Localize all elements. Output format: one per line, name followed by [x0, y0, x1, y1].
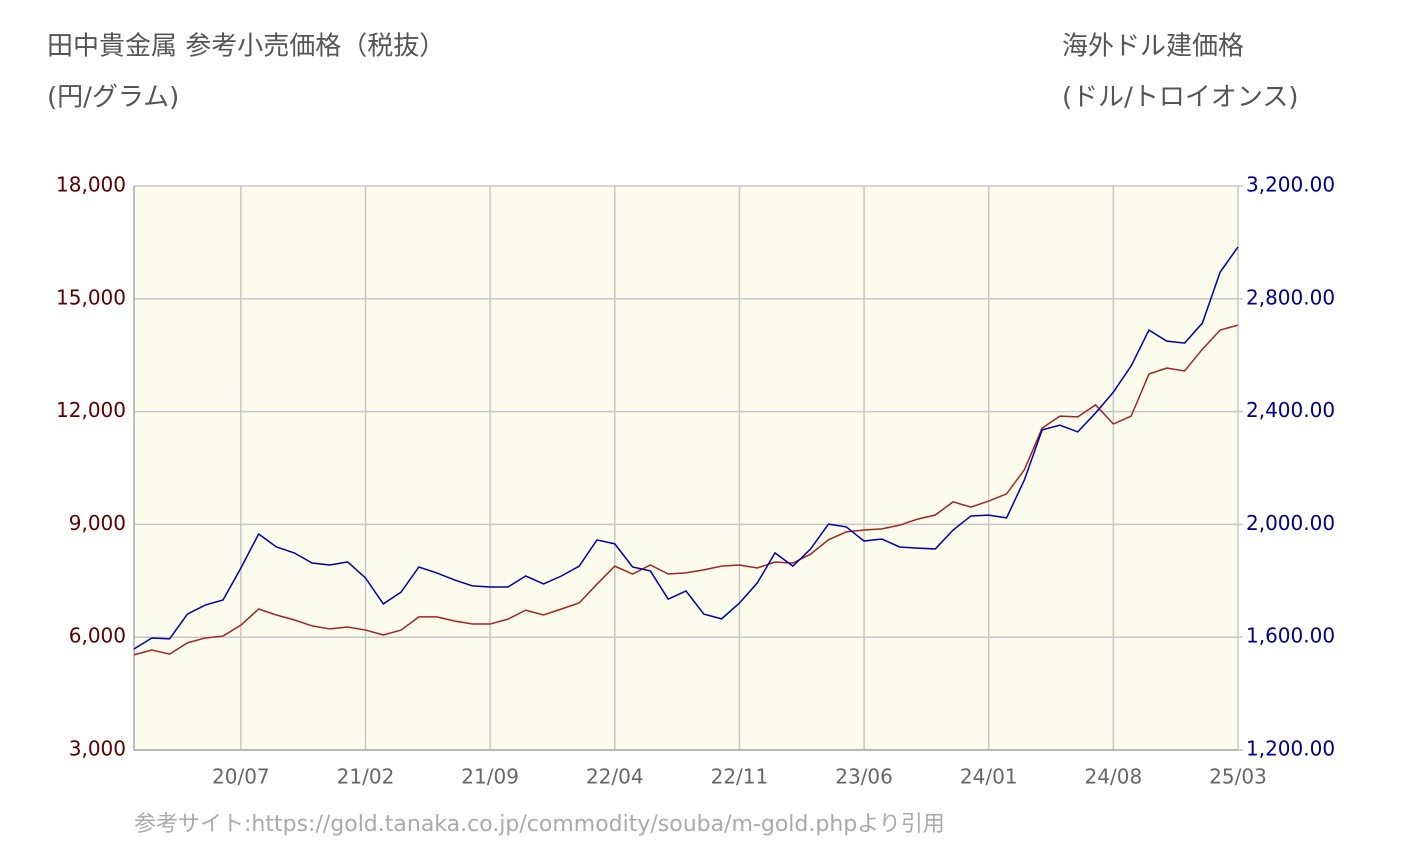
- y2-tick-label: 2,000.00: [1246, 511, 1335, 535]
- y2-tick-label: 1,600.00: [1246, 624, 1335, 648]
- data-line: [133, 246, 1239, 650]
- y2-tick-label: 2,800.00: [1246, 285, 1335, 309]
- y-tick-label: 18,000: [56, 173, 126, 197]
- x-tick-label: 22/11: [711, 765, 769, 789]
- chart-title: 田中貴金属 参考小売価格（税抜）: [47, 32, 445, 62]
- y-tick-label: 3,000: [69, 737, 126, 761]
- y2-axis-title: 海外ドル建価格: [1062, 32, 1244, 62]
- x-tick-label: 22/04: [586, 765, 644, 789]
- x-tick-label: 21/09: [461, 765, 519, 789]
- y2-tick-label: 1,200.00: [1246, 737, 1335, 761]
- y-axis-label: (円/グラム): [47, 83, 179, 113]
- plot-area: [134, 186, 1238, 750]
- x-tick-label: 21/02: [337, 765, 395, 789]
- y2-tick-label: 2,400.00: [1246, 398, 1335, 422]
- y2-tick-label: 3,200.00: [1246, 173, 1335, 197]
- y-tick-label: 12,000: [56, 398, 126, 422]
- x-tick-label: 24/01: [960, 765, 1018, 789]
- y-tick-label: 6,000: [69, 624, 126, 648]
- x-tick-label: 23/06: [835, 765, 893, 789]
- y-tick-label: 15,000: [56, 285, 126, 309]
- x-tick-label: 25/03: [1209, 765, 1267, 789]
- source-note: 参考サイト:https://gold.tanaka.co.jp/commodit…: [134, 812, 945, 837]
- y2-axis-label: (ドル/トロイオンス): [1062, 83, 1299, 113]
- x-tick-label: 20/07: [212, 765, 270, 789]
- x-tick-label: 24/08: [1085, 765, 1143, 789]
- y-tick-label: 9,000: [69, 511, 126, 535]
- data-line: [133, 324, 1239, 656]
